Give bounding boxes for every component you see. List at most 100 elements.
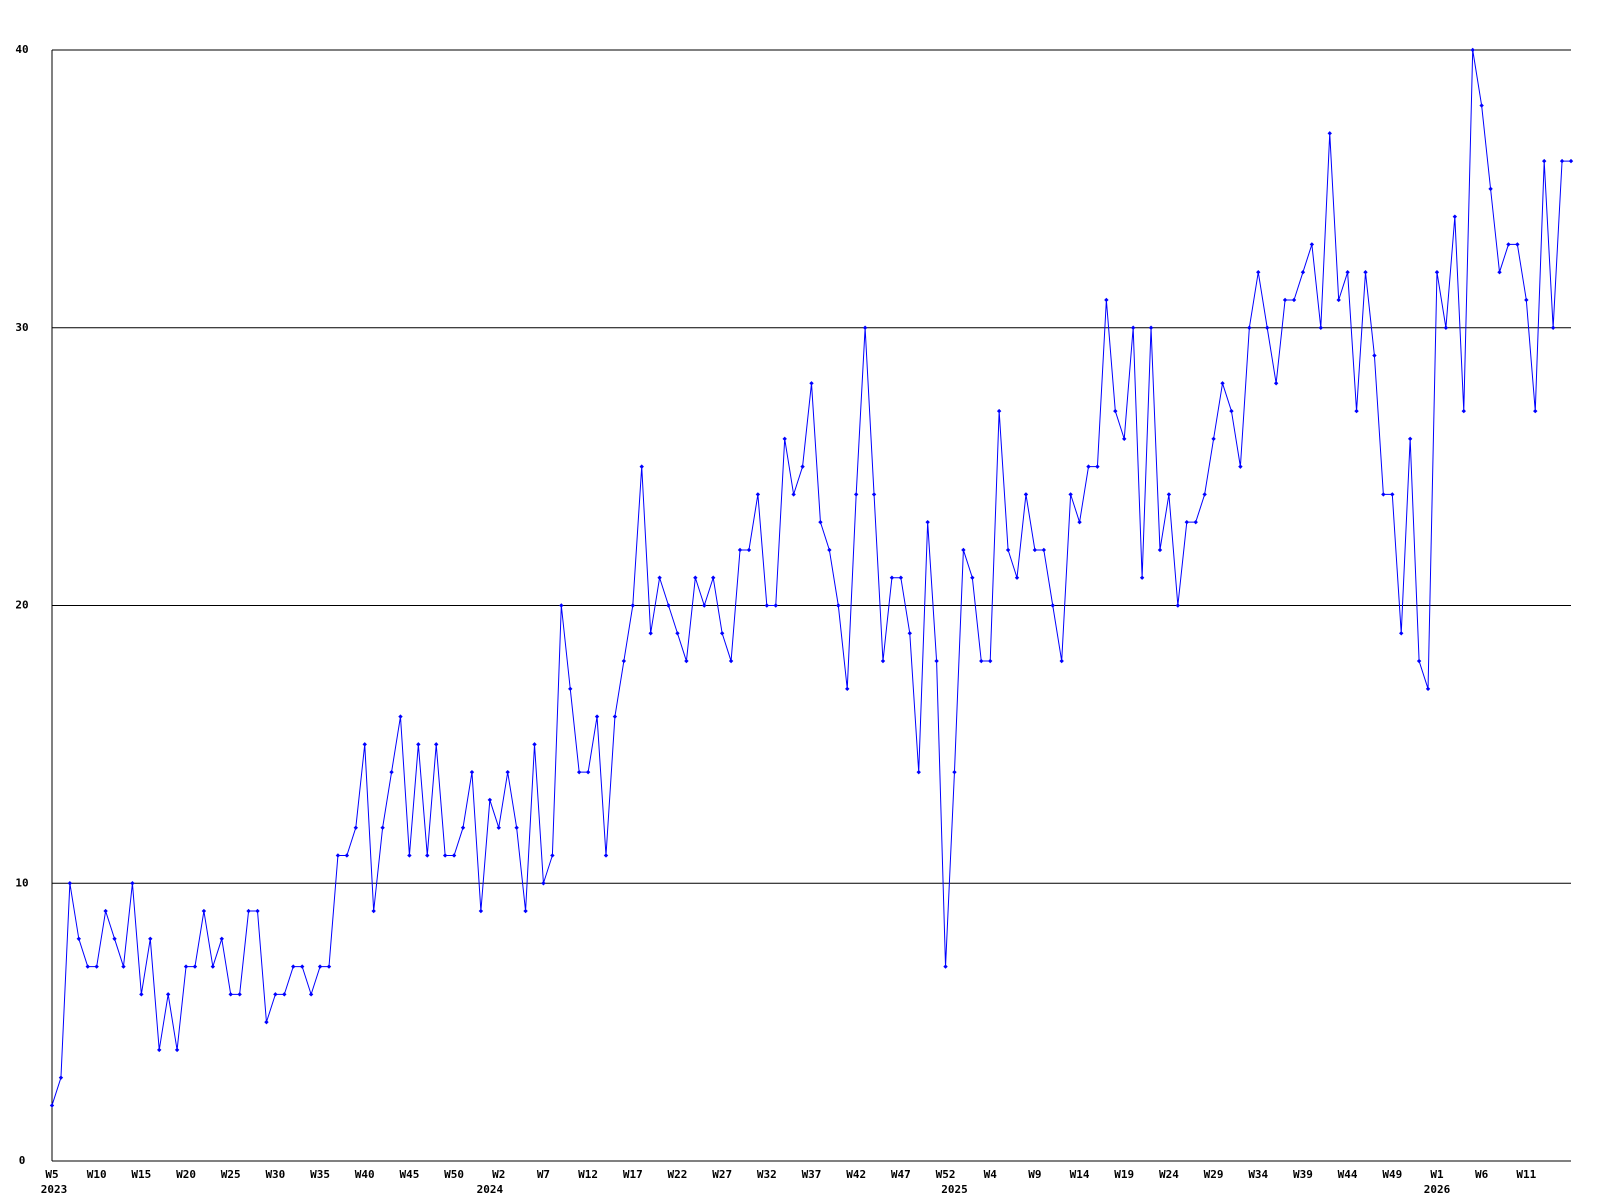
data-point <box>291 964 296 969</box>
data-point <box>916 769 921 775</box>
y-tick-label: 10 <box>15 876 28 889</box>
data-point <box>1265 325 1270 330</box>
data-point <box>1541 158 1547 164</box>
data-point <box>988 658 993 664</box>
data-point <box>192 964 198 969</box>
data-point <box>576 769 582 775</box>
x-tick-label: W35 <box>310 1168 330 1181</box>
data-point <box>58 1075 64 1080</box>
data-point <box>1515 242 1520 247</box>
x-year-label: 2023 <box>41 1183 68 1196</box>
data-point <box>764 603 770 608</box>
data-point <box>970 575 975 580</box>
data-point <box>1372 353 1377 358</box>
data-point <box>85 964 90 969</box>
data-point <box>523 908 528 914</box>
x-tick-label: W19 <box>1114 1168 1134 1181</box>
x-tick-label: W24 <box>1159 1168 1179 1181</box>
x-tick-label: W32 <box>757 1168 777 1181</box>
data-point <box>1345 270 1350 275</box>
data-point <box>398 714 403 719</box>
data-point <box>1041 547 1047 553</box>
data-point <box>1470 47 1475 53</box>
data-point <box>478 908 484 914</box>
data-point <box>684 658 689 664</box>
data-point <box>773 603 778 608</box>
data-point <box>737 547 743 553</box>
data-point <box>594 714 600 719</box>
data-point <box>1014 575 1020 580</box>
x-tick-label: W9 <box>1028 1168 1041 1181</box>
data-point <box>1184 519 1189 525</box>
data-point <box>862 325 868 330</box>
x-tick-label: W17 <box>623 1168 643 1181</box>
data-point <box>1416 658 1422 664</box>
data-point <box>979 658 984 664</box>
data-point <box>1524 297 1529 303</box>
data-point <box>1157 547 1163 553</box>
data-point <box>237 992 242 997</box>
data-point <box>1291 297 1297 303</box>
x-year-label: 2026 <box>1424 1183 1451 1196</box>
data-point <box>157 1047 162 1053</box>
data-point <box>568 686 573 692</box>
data-point <box>1354 408 1359 414</box>
data-point <box>809 381 814 386</box>
data-point <box>952 769 957 775</box>
data-point <box>1247 325 1252 330</box>
data-point <box>148 936 153 941</box>
data-point <box>1139 575 1145 580</box>
data-point <box>1193 519 1198 525</box>
data-point <box>299 964 305 969</box>
data-point <box>264 1019 269 1025</box>
x-tick-label: W34 <box>1248 1168 1268 1181</box>
data-point <box>1434 270 1440 275</box>
x-tick-label: W50 <box>444 1168 464 1181</box>
data-point <box>130 881 135 886</box>
x-tick-label: W27 <box>712 1168 732 1181</box>
data-point <box>112 936 117 941</box>
x-tick-label: W22 <box>668 1168 688 1181</box>
data-point <box>1104 297 1109 303</box>
x-tick-label: W11 <box>1516 1168 1536 1181</box>
data-point <box>889 575 895 580</box>
data-point <box>1497 270 1502 275</box>
data-point <box>1068 492 1073 497</box>
data-point <box>1175 603 1181 608</box>
data-point <box>335 853 341 858</box>
data-point <box>103 908 108 914</box>
data-point <box>49 1103 55 1108</box>
data-point <box>711 575 716 580</box>
data-point <box>1077 519 1082 525</box>
data-point <box>362 742 367 747</box>
data-point <box>996 408 1002 414</box>
data-point <box>496 825 501 830</box>
x-tick-label: W5 <box>45 1168 58 1181</box>
data-point <box>210 964 216 969</box>
data-point <box>675 631 680 636</box>
data-point <box>1059 658 1064 664</box>
data-point <box>532 742 537 747</box>
data-point <box>853 492 859 497</box>
data-point <box>746 547 752 553</box>
data-point <box>1452 214 1458 219</box>
data-point <box>836 603 841 608</box>
data-point <box>657 575 662 580</box>
data-point <box>934 658 939 664</box>
data-point <box>782 436 787 442</box>
data-point <box>621 658 627 664</box>
data-point <box>648 631 653 636</box>
data-point <box>1300 270 1306 275</box>
data-point <box>371 908 376 914</box>
x-tick-label: W52 <box>936 1168 956 1181</box>
x-tick-label: W14 <box>1070 1168 1090 1181</box>
data-point <box>246 908 251 914</box>
data-point <box>139 992 144 997</box>
data-point <box>434 742 439 747</box>
data-point <box>907 631 912 636</box>
data-point <box>666 603 671 608</box>
data-point <box>1399 631 1404 636</box>
data-point <box>442 853 448 858</box>
data-point <box>1229 408 1234 414</box>
data-point <box>451 853 457 858</box>
